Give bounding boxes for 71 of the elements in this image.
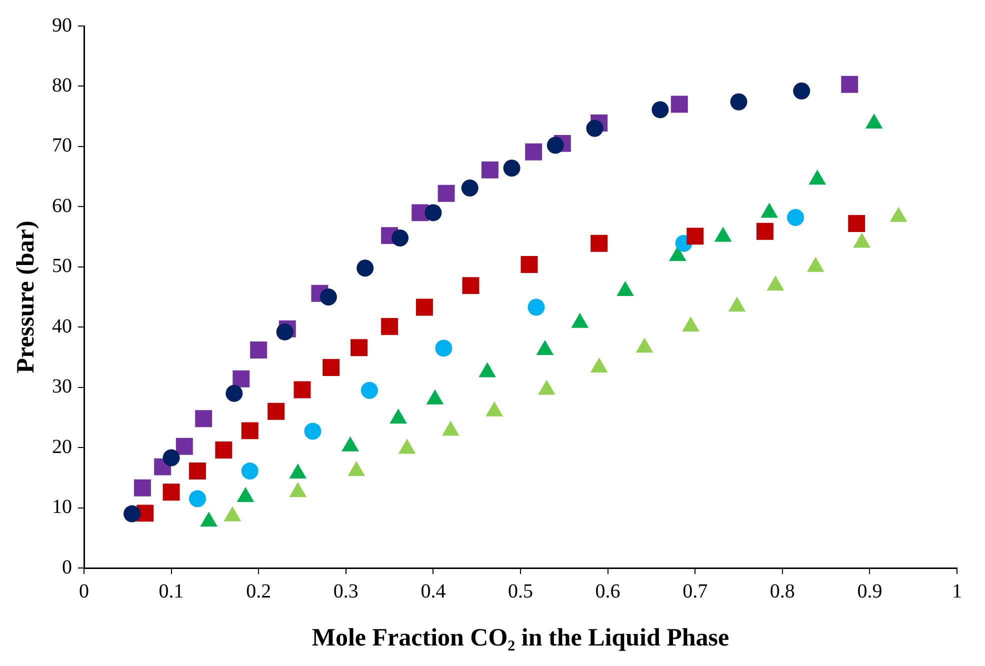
point [232,370,250,388]
point [226,384,243,402]
y-tick-label: 70 [52,134,72,157]
point [320,288,337,306]
y-tick-label: 50 [52,255,72,278]
point [176,438,193,455]
y-tick-label: 30 [52,376,72,398]
point [134,479,151,496]
point [424,204,442,222]
point [670,96,688,113]
point [586,120,604,137]
point [356,260,374,277]
y-axis-title: Pressure (bar) [12,220,40,374]
y-tick-label: 90 [52,14,72,36]
x-tick-label: 0.8 [770,580,795,602]
point [686,228,704,245]
point [294,381,311,398]
y-tick-label: 20 [52,436,72,458]
point [215,441,232,458]
x-tick-label: 0.4 [420,580,446,602]
x-tick-label: 0.7 [682,580,708,602]
x-tick-label: 0 [79,580,89,602]
x-tick-label: 0.6 [595,580,620,602]
point [756,222,774,240]
point [546,136,564,154]
point [162,449,180,466]
point [841,76,858,93]
point [525,143,542,160]
point [793,82,810,100]
point [241,462,258,480]
point [503,160,520,177]
x-tick-label: 1 [952,580,962,602]
point [462,277,480,294]
x-axis-title: Mole Fraction CO₂ in the Liquid Phase [312,624,730,652]
x-tick-label: 0.9 [857,580,882,602]
point [730,93,748,110]
x-tick-label: 0.3 [333,580,358,602]
point [435,340,452,357]
point [360,382,378,399]
point [392,229,409,246]
point [250,342,268,358]
point [322,358,340,376]
point [276,323,294,340]
point [162,484,180,501]
x-tick-label: 0.2 [246,580,272,602]
point [438,184,455,202]
point [416,298,433,316]
point [124,505,141,522]
point [195,410,212,428]
point [848,215,866,232]
point [350,339,368,356]
point [381,318,398,335]
point [188,490,206,508]
y-tick-label: 0 [62,556,72,578]
point [461,180,478,196]
x-tick-label: 0.1 [158,580,184,602]
point [528,298,545,316]
y-tick-label: 80 [52,74,72,96]
point [786,209,804,226]
y-tick-label: 40 [52,315,72,338]
point [189,462,206,480]
point [520,256,538,273]
point [268,402,285,420]
point [590,234,608,252]
point [652,101,669,118]
point [241,422,258,440]
x-tick-label: 0.5 [508,580,533,602]
y-tick-label: 60 [52,194,72,217]
y-tick-label: 10 [52,496,72,518]
point [481,161,498,178]
point [304,422,322,440]
